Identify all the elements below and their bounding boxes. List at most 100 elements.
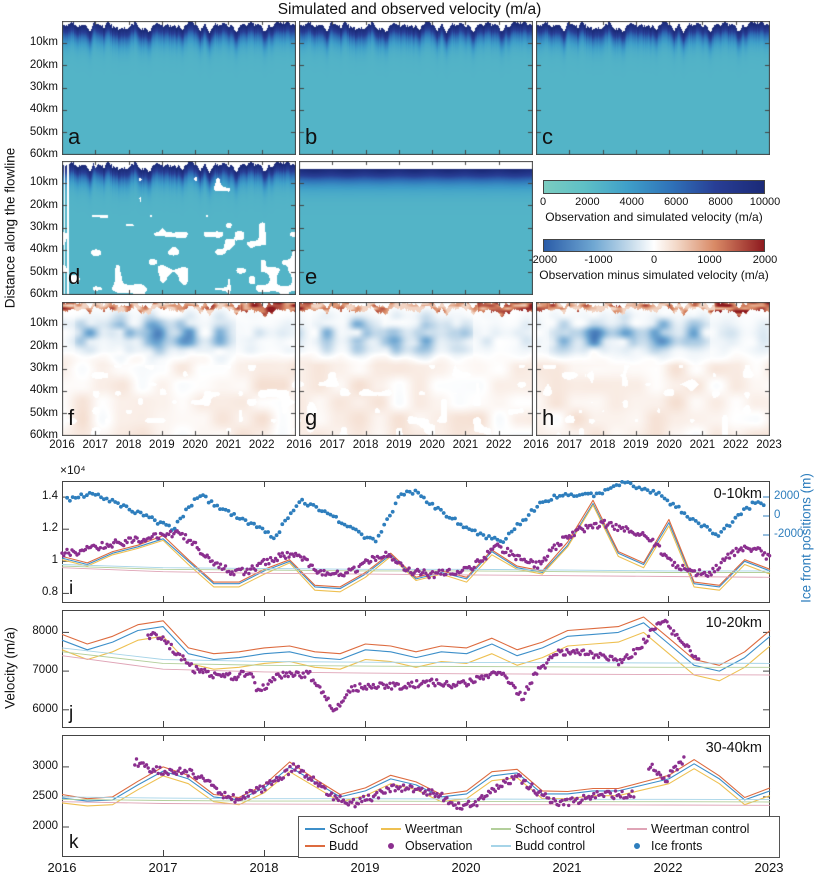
heatmap-xtick-label: 2016 bbox=[286, 439, 312, 451]
timeseries-xtick-label: 2021 bbox=[552, 860, 582, 875]
colorbar-tick-label: 6000 bbox=[663, 196, 689, 208]
heatmap-panel-c: c bbox=[536, 21, 770, 155]
heatmap-canvas-f bbox=[62, 302, 296, 436]
region-label-j: 10-20km bbox=[705, 615, 762, 631]
ytick-label-k: 2000 bbox=[32, 819, 58, 832]
legend-line-marker bbox=[491, 844, 511, 847]
flowline-tick-label: 60km bbox=[29, 148, 58, 160]
right-ytick-label: 0 bbox=[774, 508, 781, 521]
timeseries-xtick-label: 2020 bbox=[451, 860, 481, 875]
legend-line-marker bbox=[491, 827, 511, 830]
colorbar-tick-label: 1000 bbox=[697, 254, 722, 266]
heatmap-xtick-label: 2022 bbox=[248, 439, 275, 451]
colorbar-tick-label: -1000 bbox=[584, 254, 613, 266]
exp-multiplier: ×10⁴ bbox=[60, 463, 86, 477]
ytick-label-k: 2500 bbox=[32, 789, 58, 802]
heatmap-panel-f: f bbox=[62, 302, 296, 436]
flowline-tick-label: 40km bbox=[29, 103, 58, 116]
heatmap-canvas-g bbox=[299, 302, 533, 436]
flowline-tick-label: 40km bbox=[29, 243, 58, 256]
heatmap-xtick-label: 2020 bbox=[419, 439, 445, 451]
legend-dot-marker bbox=[627, 840, 647, 852]
legend-item-observation: Observation bbox=[381, 839, 491, 853]
flowline-tick-label: 40km bbox=[29, 384, 58, 397]
heatmap-xtick-label: 2017 bbox=[319, 439, 346, 451]
legend-dot-marker bbox=[381, 840, 401, 852]
ytick-label-k: 3000 bbox=[32, 759, 58, 772]
legend-item-label: Budd control bbox=[515, 838, 586, 853]
heatmap-xtick-label: 2022 bbox=[485, 439, 512, 451]
ytick-label-j: 7000 bbox=[32, 664, 58, 677]
region-label-k: 30-40km bbox=[705, 740, 762, 756]
flowline-tick-label: 30km bbox=[29, 362, 58, 374]
right-ytick-label: 2000 bbox=[774, 489, 800, 502]
legend-item-ice-fronts: Ice fronts bbox=[627, 839, 773, 853]
legend-item-label: Weertman control bbox=[651, 821, 750, 836]
colorbar-tick-label: 0 bbox=[539, 196, 547, 208]
panel-letter-h: h bbox=[542, 405, 555, 430]
colorbar-label: Observation minus simulated velocity (m/… bbox=[539, 268, 769, 282]
legend-item-label: Budd bbox=[329, 838, 359, 853]
timeseries-xtick-label: 2018 bbox=[249, 860, 279, 875]
heatmap-xtick-label: 2017 bbox=[556, 439, 583, 451]
legend-item-label: Weertman bbox=[405, 821, 463, 836]
heatmap-canvas-a bbox=[62, 21, 296, 155]
timeseries-xtick-label: 2022 bbox=[653, 860, 683, 875]
flowline-tick-label: 10km bbox=[29, 36, 58, 49]
panel-letter-a: a bbox=[68, 124, 81, 149]
timeseries-xtick-label: 2017 bbox=[148, 860, 178, 875]
legend-item-weertman-control: Weertman control bbox=[627, 822, 773, 836]
timeseries-xtick-label: 2023 bbox=[754, 860, 784, 875]
timeseries-svg-i bbox=[60, 480, 772, 603]
heatmap-panel-d: d bbox=[62, 161, 296, 295]
colorbar-difference bbox=[543, 239, 765, 252]
heatmap-xtick-label: 2017 bbox=[82, 439, 109, 451]
heatmap-panel-g: g bbox=[299, 302, 533, 436]
panel-letter-i: i bbox=[69, 578, 74, 599]
heatmap-xtick-label: 2018 bbox=[589, 439, 616, 451]
heatmap-canvas-h bbox=[536, 302, 770, 436]
heatmap-xtick-label: 2022 bbox=[722, 439, 749, 451]
flowline-tick-label: 20km bbox=[29, 339, 58, 352]
panel-letter-b: b bbox=[305, 124, 318, 149]
heatmap-xtick-label: 2016 bbox=[523, 439, 549, 451]
colorbar-tick-label: 4000 bbox=[619, 196, 645, 208]
heatmap-panel-h: h bbox=[536, 302, 770, 436]
colorbar-tick-label: 2000 bbox=[575, 196, 600, 208]
legend-item-label: Observation bbox=[405, 838, 473, 853]
heatmap-xtick-label: 2020 bbox=[656, 439, 682, 451]
flowline-tick-label: 20km bbox=[29, 58, 58, 71]
legend-line-marker bbox=[627, 827, 647, 830]
legend-line-marker bbox=[305, 844, 325, 847]
right-ytick-label: -2000 bbox=[774, 528, 804, 540]
legend: Schoof Weertman Schoof control Weertman con… bbox=[298, 816, 780, 858]
ytick-label-i: 1 bbox=[51, 554, 58, 567]
flowline-tick-label: 50km bbox=[29, 125, 58, 138]
timeseries-xtick-label: 2019 bbox=[350, 860, 380, 875]
legend-item-schoof-control: Schoof control bbox=[491, 822, 627, 836]
heatmap-xtick-label: 2019 bbox=[149, 439, 175, 451]
panel-letter-f: f bbox=[68, 405, 75, 430]
flowline-tick-label: 30km bbox=[29, 221, 58, 233]
legend-item-schoof: Schoof bbox=[305, 822, 381, 836]
colorbar-tick-label: 10000 bbox=[749, 196, 781, 208]
flowline-tick-label: 10km bbox=[29, 176, 58, 189]
colorbar-tick-label: -2000 bbox=[528, 254, 558, 266]
colorbar-tick-label: 0 bbox=[650, 254, 658, 266]
legend-item-weertman: Weertman bbox=[381, 822, 491, 836]
heatmap-xtick-label: 2018 bbox=[352, 439, 379, 451]
flowline-tick-label: 20km bbox=[29, 198, 58, 211]
ytick-label-i: 0.8 bbox=[42, 586, 58, 599]
heatmap-panel-a: a bbox=[62, 21, 296, 155]
panel-letter-e: e bbox=[305, 264, 318, 289]
legend-item-budd-control: Budd control bbox=[491, 839, 627, 853]
ytick-label-j: 8000 bbox=[32, 625, 58, 638]
flowline-tick-label: 60km bbox=[29, 429, 58, 441]
ytick-label-i: 1.4 bbox=[42, 490, 58, 503]
heatmap-canvas-d bbox=[62, 161, 296, 295]
figure-title: Simulated and observed velocity (m/a) bbox=[277, 1, 542, 18]
heatmap-panel-e: e bbox=[299, 161, 533, 295]
heatmap-xtick-label: 2020 bbox=[182, 439, 208, 451]
region-label-i: 0-10km bbox=[713, 486, 762, 502]
